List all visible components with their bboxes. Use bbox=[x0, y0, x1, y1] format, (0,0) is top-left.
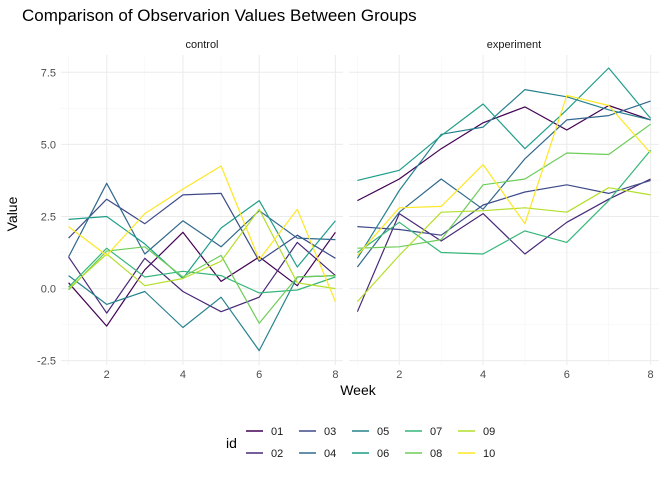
series-line-07 bbox=[68, 247, 336, 294]
series-line-02 bbox=[68, 241, 336, 314]
legend-label-02: 02 bbox=[271, 448, 283, 460]
series-line-02 bbox=[356, 178, 651, 312]
x-tick-label: 8 bbox=[648, 369, 654, 381]
legend-label-05: 05 bbox=[377, 426, 389, 438]
panel-control: 2 4 6 8 bbox=[61, 55, 343, 381]
series-line-07 bbox=[357, 149, 652, 255]
series-line-10 bbox=[356, 94, 652, 256]
legend-label-04: 04 bbox=[324, 448, 336, 460]
series-line-08 bbox=[68, 246, 336, 324]
legend-label-07: 07 bbox=[430, 426, 442, 438]
x-tick-label: 8 bbox=[332, 369, 338, 381]
y-tick-label: 5.0 bbox=[41, 139, 56, 151]
series-line-01 bbox=[357, 104, 651, 202]
legend-label-10: 10 bbox=[483, 448, 495, 460]
series-line-08 bbox=[357, 123, 651, 249]
panel-experiment: 2 4 6 8 bbox=[349, 55, 659, 381]
x-tick-label: 4 bbox=[180, 369, 186, 381]
panel-label-experiment: experiment bbox=[487, 39, 541, 51]
series-line-05 bbox=[68, 275, 336, 352]
x-tick-label: 4 bbox=[480, 369, 486, 381]
y-tick-label: 2.5 bbox=[41, 211, 56, 223]
y-tick-label: 7.5 bbox=[41, 67, 56, 79]
x-axis-title: Week bbox=[340, 382, 377, 398]
legend-label-01: 01 bbox=[271, 426, 283, 438]
series-line-05 bbox=[356, 88, 651, 259]
chart-title: Comparison of Observarion Values Between… bbox=[22, 6, 417, 25]
series-line-03 bbox=[68, 192, 336, 262]
y-axis-ticks: -2.5 0.0 2.5 5.0 7.5 bbox=[37, 67, 56, 367]
series-line-06 bbox=[357, 67, 652, 181]
series-line-09 bbox=[68, 208, 336, 290]
legend: id 01 02 03 04 05 06 07 08 09 10 bbox=[226, 426, 495, 460]
x-tick-label: 6 bbox=[564, 369, 570, 381]
series-line-09 bbox=[356, 187, 651, 303]
y-tick-label: 0.0 bbox=[41, 284, 56, 296]
series-line-01 bbox=[68, 231, 336, 327]
y-axis-title: Value bbox=[4, 196, 20, 231]
legend-label-03: 03 bbox=[324, 426, 336, 438]
legend-title: id bbox=[226, 435, 237, 451]
y-tick-label: -2.5 bbox=[37, 356, 56, 368]
legend-label-09: 09 bbox=[483, 426, 495, 438]
x-tick-label: 2 bbox=[104, 369, 110, 381]
series-line-06 bbox=[68, 200, 336, 280]
series-line-04 bbox=[68, 182, 336, 258]
legend-label-06: 06 bbox=[377, 448, 389, 460]
x-tick-label: 2 bbox=[396, 369, 402, 381]
x-tick-label: 6 bbox=[256, 369, 262, 381]
legend-label-08: 08 bbox=[430, 448, 442, 460]
series-line-10 bbox=[68, 165, 336, 302]
panel-label-control: control bbox=[185, 39, 218, 51]
series-line-04 bbox=[356, 100, 651, 268]
